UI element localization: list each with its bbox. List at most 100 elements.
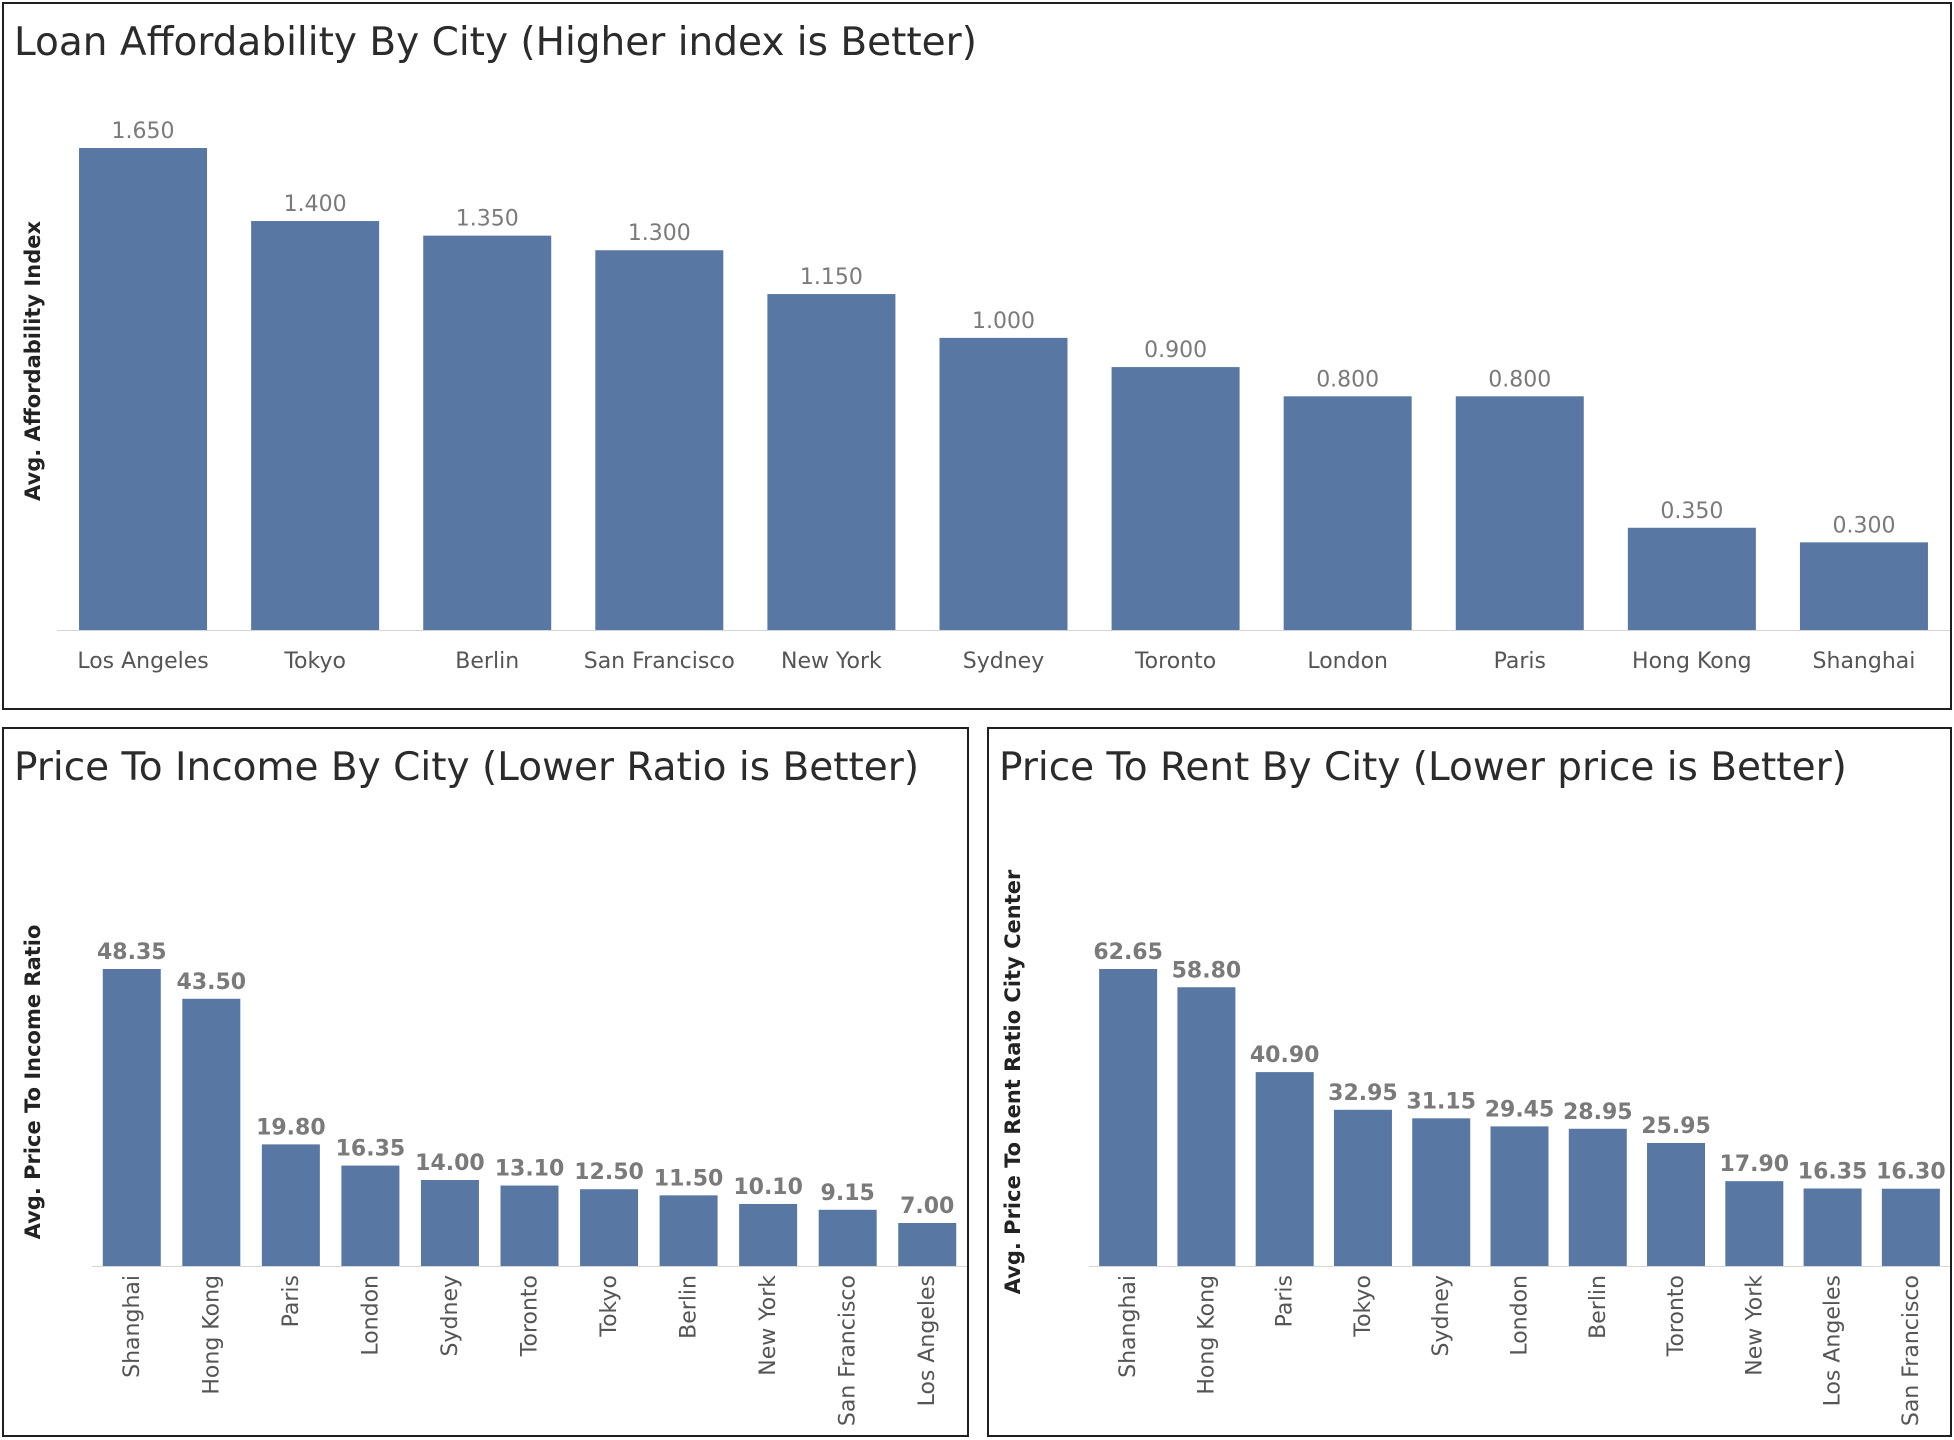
price-to-income-bar-sydney[interactable] <box>420 1180 479 1266</box>
price-to-rent-value-label-new-york: 17.90 <box>1720 1152 1790 1177</box>
price-to-income-value-label-toronto: 13.10 <box>495 1157 565 1182</box>
price-to-income-bar-tokyo[interactable] <box>580 1189 639 1266</box>
price-to-rent-value-label-toronto: 25.95 <box>1641 1114 1711 1139</box>
affordability-value-label-hong-kong: 0.350 <box>1660 499 1723 524</box>
affordability-category-label-los-angeles: Los Angeles <box>77 649 208 674</box>
affordability-value-label-los-angeles: 1.650 <box>112 119 175 144</box>
price-to-income-bar-chart: Avg. Price To Income Ratio 48.35 Shanghai 4… <box>21 925 967 1426</box>
price-to-income-chart-panel: Price To Income By City (Lower Ratio is … <box>2 727 969 1437</box>
price-to-rent-bar-london[interactable] <box>1490 1126 1549 1266</box>
price-to-rent-chart-panel: Price To Rent By City (Lower price is Be… <box>987 727 1952 1437</box>
price-to-rent-category-label-toronto: Toronto <box>1664 1275 1689 1357</box>
price-to-rent-value-label-san-francisco: 16.30 <box>1876 1160 1946 1185</box>
price-to-rent-category-label-new-york: New York <box>1742 1275 1767 1376</box>
price-to-income-value-label-shanghai: 48.35 <box>97 940 167 965</box>
price-to-rent-bar-berlin[interactable] <box>1568 1128 1627 1266</box>
price-to-rent-category-label-tokyo: Tokyo <box>1351 1275 1376 1338</box>
price-to-income-bar-london[interactable] <box>341 1165 400 1266</box>
price-to-rent-bar-shanghai[interactable] <box>1099 969 1158 1266</box>
affordability-category-label-sydney: Sydney <box>963 649 1044 674</box>
affordability-category-label-london: London <box>1307 649 1388 674</box>
affordability-value-label-shanghai: 0.300 <box>1832 513 1895 538</box>
price-to-rent-bar-paris[interactable] <box>1255 1072 1314 1266</box>
price-to-rent-bar-tokyo[interactable] <box>1333 1109 1392 1266</box>
affordability-category-label-shanghai: Shanghai <box>1813 649 1916 674</box>
price-to-income-value-label-san-francisco: 9.15 <box>821 1181 875 1206</box>
price-to-income-bar-los-angeles[interactable] <box>898 1223 957 1266</box>
price-to-income-value-label-los-angeles: 7.00 <box>900 1194 954 1219</box>
price-to-income-category-label-san-francisco: San Francisco <box>836 1275 861 1426</box>
affordability-bar-paris[interactable] <box>1455 396 1584 630</box>
affordability-bar-chart: Avg. Affordability Index 1.650 Los Angeles… <box>21 119 1950 674</box>
price-to-rent-value-label-paris: 40.90 <box>1250 1043 1320 1068</box>
affordability-bar-berlin[interactable] <box>423 235 552 631</box>
affordability-bar-tokyo[interactable] <box>251 221 380 630</box>
price-to-rent-category-label-london: London <box>1508 1275 1533 1356</box>
price-to-income-bar-shanghai[interactable] <box>102 969 161 1266</box>
affordability-value-label-london: 0.800 <box>1316 367 1379 392</box>
price-to-rent-category-label-sydney: Sydney <box>1429 1275 1454 1356</box>
affordability-value-label-sydney: 1.000 <box>972 309 1035 334</box>
price-to-rent-value-label-berlin: 28.95 <box>1563 1100 1633 1125</box>
price-to-income-category-label-hong-kong: Hong Kong <box>199 1275 224 1395</box>
price-to-rent-chart-title: Price To Rent By City (Lower price is Be… <box>999 745 1847 790</box>
affordability-category-label-tokyo: Tokyo <box>283 649 346 674</box>
price-to-income-bar-toronto[interactable] <box>500 1185 559 1266</box>
price-to-income-value-label-hong-kong: 43.50 <box>177 970 247 995</box>
price-to-rent-category-label-san-francisco: San Francisco <box>1899 1275 1924 1426</box>
price-to-income-bar-paris[interactable] <box>261 1144 320 1266</box>
affordability-y-axis-label: Avg. Affordability Index <box>21 221 45 501</box>
price-to-rent-bar-toronto[interactable] <box>1647 1142 1706 1266</box>
price-to-rent-category-label-berlin: Berlin <box>1586 1275 1611 1339</box>
affordability-value-label-new-york: 1.150 <box>800 265 863 290</box>
price-to-rent-bar-hong-kong[interactable] <box>1177 987 1236 1266</box>
affordability-chart-panel: Loan Affordability By City (Higher index… <box>2 2 1952 710</box>
affordability-category-label-new-york: New York <box>781 649 882 674</box>
affordability-bar-los-angeles[interactable] <box>79 148 208 630</box>
price-to-income-y-axis-label: Avg. Price To Income Ratio <box>21 925 45 1240</box>
affordability-category-label-san-francisco: San Francisco <box>584 649 735 674</box>
affordability-category-label-toronto: Toronto <box>1134 649 1216 674</box>
affordability-category-label-paris: Paris <box>1494 649 1546 674</box>
affordability-value-label-san-francisco: 1.300 <box>628 221 691 246</box>
affordability-bar-toronto[interactable] <box>1111 367 1240 630</box>
affordability-bar-shanghai[interactable] <box>1799 542 1928 630</box>
price-to-income-category-label-shanghai: Shanghai <box>120 1275 145 1378</box>
affordability-value-label-paris: 0.800 <box>1488 367 1551 392</box>
price-to-rent-bar-new-york[interactable] <box>1725 1181 1784 1266</box>
affordability-bar-san-francisco[interactable] <box>595 250 724 630</box>
price-to-income-bar-san-francisco[interactable] <box>818 1209 877 1266</box>
affordability-bar-hong-kong[interactable] <box>1627 527 1756 630</box>
price-to-income-bar-new-york[interactable] <box>739 1203 798 1266</box>
price-to-rent-bar-los-angeles[interactable] <box>1803 1188 1862 1266</box>
price-to-rent-value-label-london: 29.45 <box>1485 1097 1555 1122</box>
price-to-income-value-label-new-york: 10.10 <box>733 1175 803 1200</box>
price-to-income-category-label-berlin: Berlin <box>677 1275 702 1339</box>
price-to-income-bar-berlin[interactable] <box>659 1195 718 1266</box>
price-to-income-chart-title: Price To Income By City (Lower Ratio is … <box>14 745 920 790</box>
price-to-rent-category-label-paris: Paris <box>1273 1275 1298 1327</box>
affordability-value-label-tokyo: 1.400 <box>284 192 347 217</box>
price-to-income-category-label-los-angeles: Los Angeles <box>915 1275 940 1406</box>
price-to-rent-category-label-hong-kong: Hong Kong <box>1194 1275 1219 1395</box>
price-to-income-bar-hong-kong[interactable] <box>182 998 241 1266</box>
price-to-rent-bar-sydney[interactable] <box>1412 1118 1471 1266</box>
price-to-income-category-label-tokyo: Tokyo <box>597 1275 622 1338</box>
affordability-bar-sydney[interactable] <box>939 337 1068 630</box>
price-to-income-value-label-london: 16.35 <box>336 1137 406 1162</box>
price-to-rent-value-label-los-angeles: 16.35 <box>1798 1159 1868 1184</box>
price-to-rent-bar-chart: Avg. Price To Rent Ratio City Center 62.6… <box>1001 869 1950 1426</box>
price-to-income-value-label-paris: 19.80 <box>256 1115 326 1140</box>
affordability-bar-london[interactable] <box>1283 396 1412 630</box>
affordability-value-label-toronto: 0.900 <box>1144 338 1207 363</box>
affordability-bar-new-york[interactable] <box>767 294 896 630</box>
affordability-category-label-berlin: Berlin <box>455 649 519 674</box>
price-to-rent-value-label-tokyo: 32.95 <box>1328 1081 1398 1106</box>
price-to-income-category-label-london: London <box>358 1275 383 1356</box>
price-to-income-category-label-paris: Paris <box>279 1275 304 1327</box>
price-to-rent-bar-san-francisco[interactable] <box>1881 1188 1940 1266</box>
affordability-chart-title: Loan Affordability By City (Higher index… <box>14 20 977 65</box>
price-to-income-category-label-new-york: New York <box>756 1275 781 1376</box>
price-to-rent-value-label-hong-kong: 58.80 <box>1172 958 1242 983</box>
price-to-rent-value-label-shanghai: 62.65 <box>1093 940 1163 965</box>
